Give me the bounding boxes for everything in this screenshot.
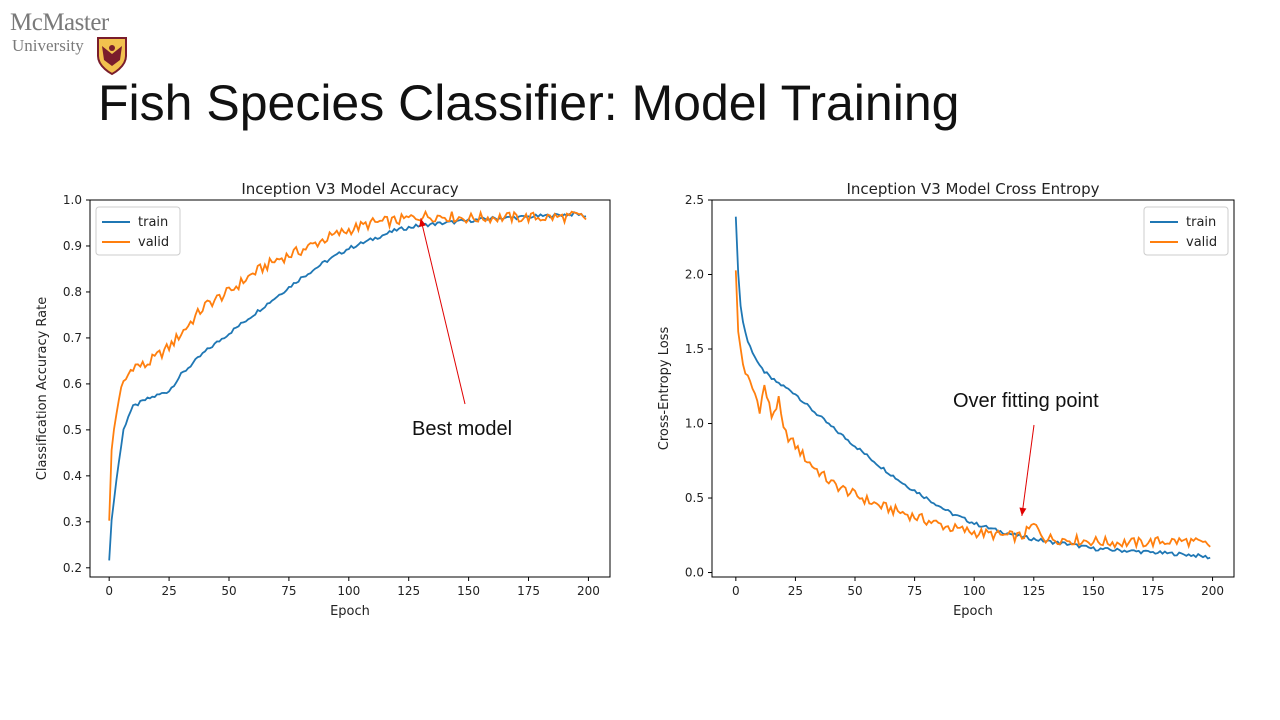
y-axis-label: Cross-Entropy Loss xyxy=(657,327,672,451)
legend-label-valid: valid xyxy=(138,235,169,250)
series-line-valid xyxy=(108,209,587,521)
y-tick-label: 0.7 xyxy=(63,331,82,345)
legend-label-valid: valid xyxy=(1186,235,1217,250)
x-tick-label: 200 xyxy=(577,584,600,598)
x-tick-label: 25 xyxy=(161,584,176,598)
x-axis-label: Epoch xyxy=(330,604,370,619)
y-tick-label: 0.8 xyxy=(63,285,82,299)
x-tick-label: 0 xyxy=(732,584,740,598)
legend-label-train: train xyxy=(1186,215,1216,230)
x-tick-label: 100 xyxy=(337,584,360,598)
y-tick-label: 0.0 xyxy=(685,566,704,580)
x-tick-label: 25 xyxy=(788,584,803,598)
annotation-arrow xyxy=(420,218,466,405)
x-tick-label: 200 xyxy=(1201,584,1224,598)
y-tick-label: 2.5 xyxy=(685,193,704,207)
y-tick-label: 0.9 xyxy=(63,239,82,253)
x-tick-label: 125 xyxy=(1022,584,1045,598)
x-tick-label: 0 xyxy=(105,584,113,598)
y-tick-label: 0.2 xyxy=(63,561,82,575)
x-tick-label: 150 xyxy=(457,584,480,598)
y-tick-label: 1.5 xyxy=(685,342,704,356)
y-tick-label: 0.6 xyxy=(63,377,82,391)
crest-icon xyxy=(97,37,127,76)
x-tick-label: 150 xyxy=(1082,584,1105,598)
mcmaster-logo: McMaster University xyxy=(10,10,130,80)
y-tick-label: 0.5 xyxy=(63,423,82,437)
y-axis-label: Classification Accuracy Rate xyxy=(35,297,50,480)
x-tick-label: 50 xyxy=(847,584,862,598)
annotation-arrowhead xyxy=(1019,507,1027,516)
y-tick-label: 0.5 xyxy=(685,491,704,505)
x-axis-label: Epoch xyxy=(953,604,993,619)
overfitting-annotation: Over fitting point xyxy=(953,390,1099,412)
series-line-valid xyxy=(734,270,1211,550)
x-tick-label: 50 xyxy=(221,584,236,598)
chart-title: Inception V3 Model Cross Entropy xyxy=(847,180,1100,198)
logo-subtitle: University xyxy=(12,36,84,55)
y-tick-label: 0.3 xyxy=(63,515,82,529)
annotation-arrow xyxy=(1021,424,1035,516)
series-line-train xyxy=(734,216,1211,560)
x-tick-label: 75 xyxy=(907,584,922,598)
y-tick-label: 1.0 xyxy=(685,417,704,431)
legend-label-train: train xyxy=(138,215,168,230)
y-tick-label: 2.0 xyxy=(685,268,704,282)
logo-name: McMaster xyxy=(10,9,109,36)
best-model-annotation: Best model xyxy=(412,418,513,440)
x-tick-label: 125 xyxy=(397,584,420,598)
x-tick-label: 100 xyxy=(963,584,986,598)
plot-frame xyxy=(89,199,611,578)
accuracy-chart: Inception V3 Model Accuracy 0 25 50 75 100 125… xyxy=(35,180,611,619)
cross-entropy-chart: Inception V3 Model Cross Entropy 0 25 50 75 1… xyxy=(657,180,1235,619)
plot-frame xyxy=(711,199,1235,578)
x-tick-label: 75 xyxy=(281,584,296,598)
chart-title: Inception V3 Model Accuracy xyxy=(241,180,458,198)
slide-title: Fish Species Classifier: Model Training xyxy=(98,75,960,131)
x-tick-label: 175 xyxy=(517,584,540,598)
y-tick-label: 0.4 xyxy=(63,469,82,483)
x-tick-label: 175 xyxy=(1142,584,1165,598)
series-line-train xyxy=(108,211,587,561)
annotation-arrowhead xyxy=(419,218,426,227)
y-tick-label: 1.0 xyxy=(63,193,82,207)
